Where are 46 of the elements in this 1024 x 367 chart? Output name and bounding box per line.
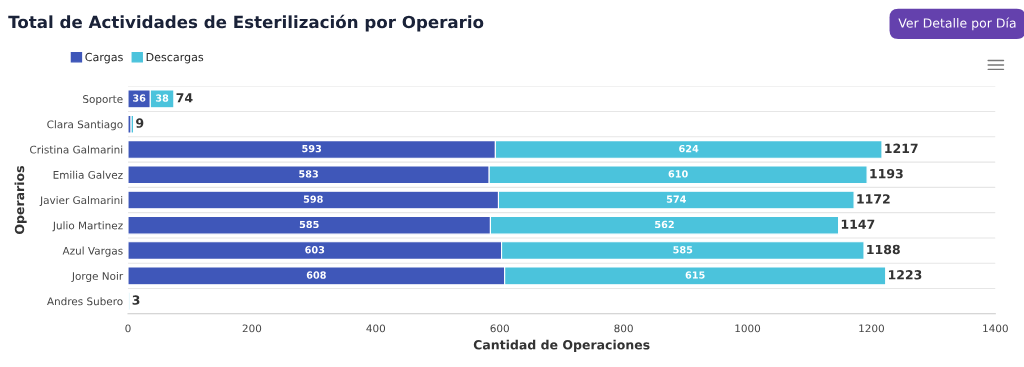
- x-axis-title: Cantidad de Operaciones: [473, 339, 650, 352]
- y-tick-label: Cristina Galmarini: [30, 145, 123, 154]
- x-tick-label: 1000: [735, 324, 761, 333]
- x-tick-label: 1400: [983, 324, 1008, 333]
- data-label: 608: [306, 271, 326, 279]
- data-label: 610: [668, 170, 688, 178]
- y-tick-label: Azul Vargas: [62, 246, 123, 257]
- data-label: 585: [299, 220, 319, 229]
- y-tick-label: Clara Santiago: [47, 120, 123, 131]
- legend-label: Cargas: [85, 52, 123, 64]
- total-label: 3: [132, 295, 140, 305]
- y-tick-label: Javier Galmarini: [39, 196, 123, 207]
- total-label: 9: [136, 118, 144, 128]
- text: Ver Detalle por Día: [898, 17, 1016, 31]
- total-label: 1188: [867, 244, 900, 255]
- x-tick-label: 0: [125, 324, 131, 333]
- x-tick-label: 600: [490, 324, 509, 333]
- y-axis-title: Operarios: [14, 166, 27, 234]
- data-label: 583: [299, 170, 318, 178]
- x-tick-label: 1200: [859, 324, 884, 333]
- total-label: 1147: [841, 219, 875, 229]
- x-tick-label: 400: [366, 324, 386, 333]
- data-label: 615: [685, 271, 705, 279]
- y-tick-label: Julio Martinez: [52, 221, 123, 232]
- total-label: 1223: [888, 270, 922, 280]
- data-label: 36: [133, 94, 146, 102]
- data-label: 593: [302, 144, 322, 153]
- chart-title: Total de Actividades de Esterilización por Operario: [8, 14, 484, 32]
- total-label: 74: [176, 93, 193, 103]
- legend-label: Descargas: [146, 52, 204, 64]
- y-tick-label: Soporte: [83, 95, 123, 106]
- total-label: 1172: [857, 194, 890, 204]
- y-tick-label: Emilia Galvez: [53, 170, 123, 179]
- total-label: 1193: [870, 168, 903, 179]
- data-label: 574: [666, 195, 686, 203]
- data-label: 562: [655, 220, 674, 229]
- data-label: 598: [303, 195, 323, 203]
- data-label: 603: [305, 246, 325, 254]
- y-tick-label: Jorge Noir: [71, 271, 124, 282]
- data-label: 585: [673, 246, 693, 254]
- data-label: 624: [679, 144, 699, 153]
- x-tick-label: 800: [614, 324, 633, 333]
- y-tick-label: Andres Subero: [47, 297, 123, 306]
- total-label: 1217: [885, 143, 918, 153]
- x-tick-label: 200: [242, 324, 262, 333]
- data-label: 38: [155, 94, 169, 102]
